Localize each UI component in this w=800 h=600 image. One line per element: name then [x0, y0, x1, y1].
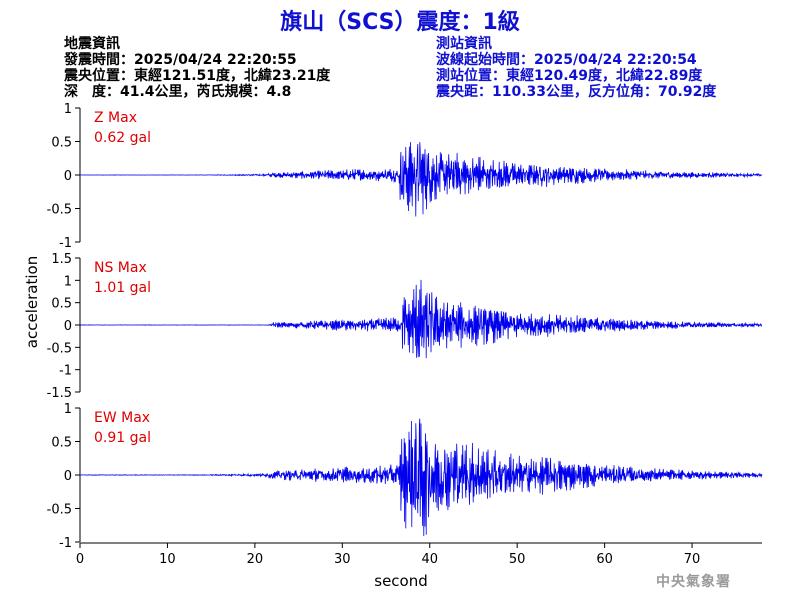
y-tick-label: 1.5 — [51, 252, 72, 267]
y-tick-label: 0 — [64, 469, 72, 484]
x-tick-label: 60 — [596, 552, 613, 567]
y-tick-label: -1 — [59, 364, 72, 379]
max-value-z: 0.62 gal — [94, 130, 151, 146]
y-tick-label: 0 — [64, 319, 72, 334]
x-tick-label: 50 — [509, 552, 526, 567]
epicenter-location: 震央位置：東經121.51度，北緯23.21度 — [64, 68, 331, 84]
waveform-ew — [79, 418, 763, 537]
earthquake-info-header: 地震資訊 — [64, 36, 120, 52]
chart-title: 旗山（SCS）震度：1級 — [280, 10, 520, 35]
max-label-ns: NS Max — [94, 260, 147, 276]
y-tick-label: 0.5 — [51, 136, 72, 151]
y-tick-label: 1 — [64, 102, 72, 117]
x-tick-label: 0 — [76, 552, 84, 567]
x-axis-label: second — [374, 572, 428, 590]
y-tick-label: -0.5 — [47, 341, 72, 356]
x-tick-label: 30 — [334, 552, 351, 567]
max-label-ew: EW Max — [94, 410, 150, 426]
max-value-ns: 1.01 gal — [94, 280, 151, 296]
waveform-start-time: 波線起始時間：2025/04/24 22:20:54 — [436, 52, 697, 68]
y-tick-label: 0.5 — [51, 297, 72, 312]
max-value-ew: 0.91 gal — [94, 430, 151, 446]
y-tick-label: 1 — [64, 402, 72, 417]
waveform-z — [80, 142, 763, 217]
earthquake-info-block: 地震資訊 發震時間：2025/04/24 22:20:55 震央位置：東經121… — [64, 36, 330, 100]
y-tick-label: 0.5 — [51, 436, 72, 451]
max-label-z: Z Max — [94, 110, 137, 126]
y-axis-label: acceleration — [23, 256, 41, 348]
distance-azimuth: 震央距：110.33公里，反方位角：70.92度 — [436, 84, 717, 100]
y-tick-label: -1 — [59, 536, 72, 551]
y-tick-label: -1.5 — [47, 386, 72, 401]
y-tick-label: -0.5 — [47, 503, 72, 518]
station-info-block: 測站資訊 波線起始時間：2025/04/24 22:20:54 測站位置：東經1… — [436, 36, 716, 100]
depth-magnitude: 深 度：41.4公里，芮氏規模：4.8 — [64, 84, 292, 100]
y-tick-label: -1 — [59, 236, 72, 251]
origin-time: 發震時間：2025/04/24 22:20:55 — [64, 52, 297, 68]
y-tick-label: 0 — [64, 169, 72, 184]
x-tick-label: 40 — [421, 552, 438, 567]
x-tick-label: 10 — [159, 552, 176, 567]
station-info-header: 測站資訊 — [436, 36, 492, 52]
station-location: 測站位置：東經120.49度，北緯22.89度 — [436, 68, 703, 84]
x-tick-label: 20 — [247, 552, 264, 567]
x-tick-label: 70 — [684, 552, 701, 567]
y-tick-label: -0.5 — [47, 203, 72, 218]
waveform-ns — [79, 279, 762, 359]
agency-credit: 中央氣象署 — [656, 574, 731, 590]
y-tick-label: 1 — [64, 274, 72, 289]
